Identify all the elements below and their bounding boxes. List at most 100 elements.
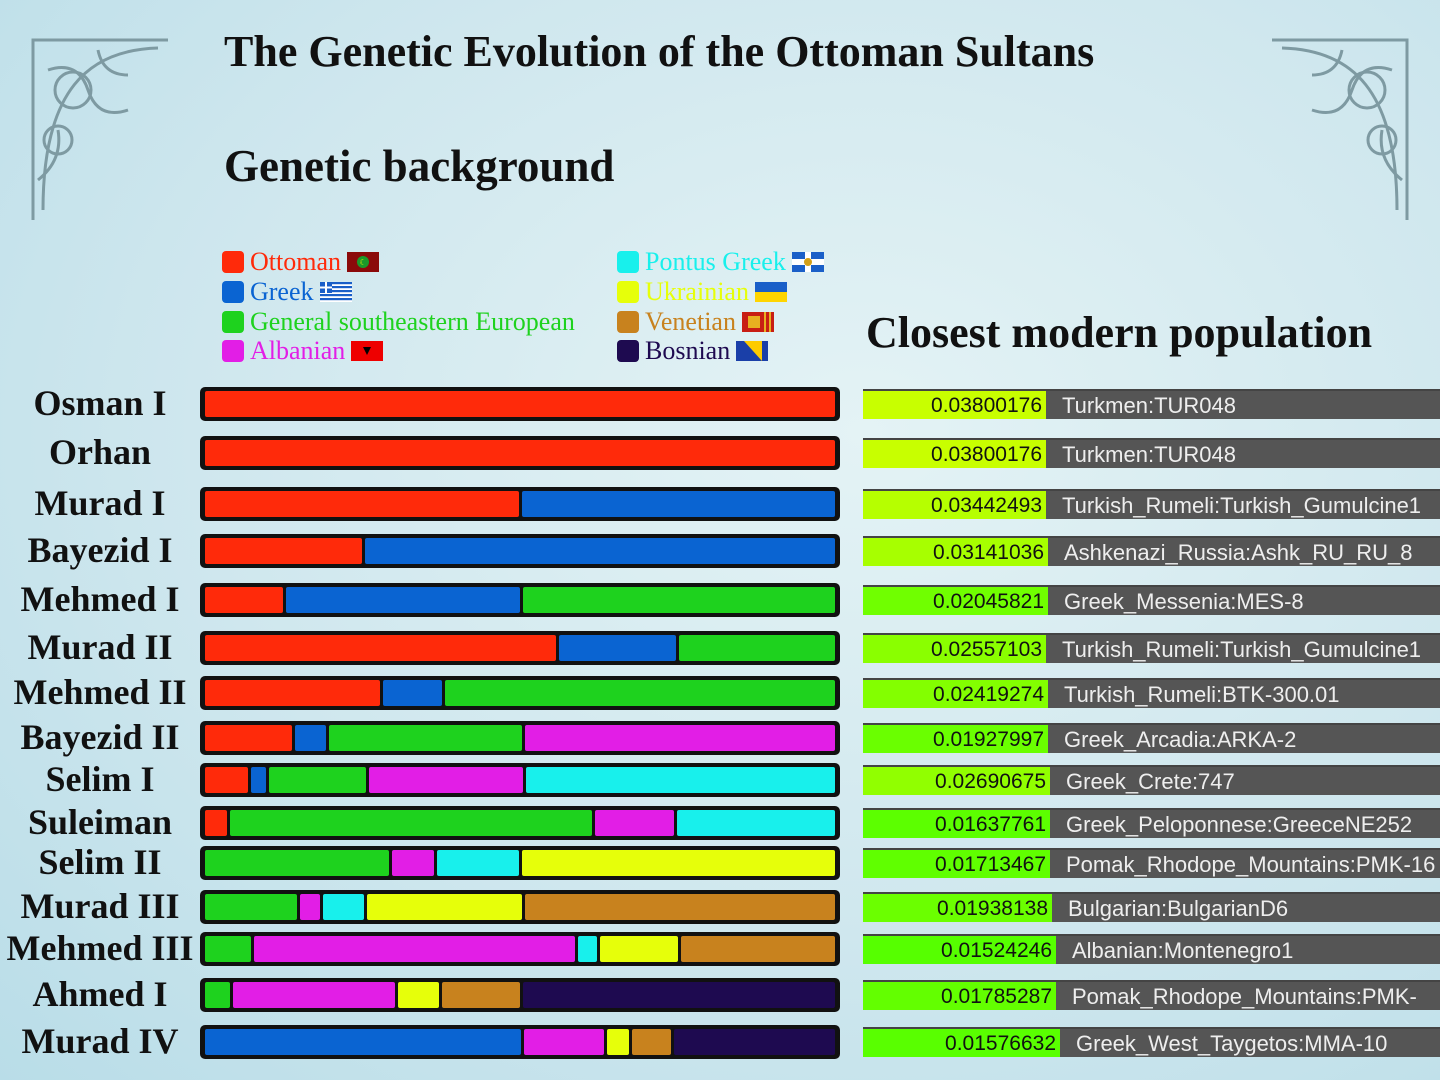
bar-segment-pontus-greek — [677, 810, 835, 836]
legend-item: Pontus Greek — [617, 247, 824, 277]
population-label: Greek_Arcadia:ARKA-2 — [1048, 723, 1440, 753]
distance-value: 0.01576632 — [863, 1027, 1060, 1057]
bar-segment-greek — [205, 1029, 521, 1055]
legend-swatch — [617, 340, 639, 362]
legend-item: Greek — [222, 277, 352, 307]
population-label: Turkmen:TUR048 — [1046, 389, 1440, 419]
chart-title: The Genetic Evolution of the Ottoman Sul… — [224, 27, 1095, 76]
legend-swatch — [617, 311, 639, 333]
bar-segment-pontus-greek — [437, 850, 519, 876]
bar-segment-ottoman — [205, 810, 227, 836]
population-label: Turkish_Rumeli:Turkish_Gumulcine1 — [1046, 633, 1440, 663]
stacked-bar — [200, 932, 840, 966]
bar-segment-greek — [286, 587, 520, 613]
legend-label: Venetian — [645, 307, 736, 336]
bar-segment-ukrainian — [366, 894, 522, 920]
distance-value: 0.01524246 — [863, 934, 1056, 964]
bar-segment-greek — [364, 538, 835, 564]
bar-segment-ottoman — [205, 538, 362, 564]
bar-segment-bosnian — [674, 1029, 835, 1055]
section-title-genetic-background: Genetic background — [224, 141, 615, 191]
population-label: Pomak_Rhodope_Mountains:PMK-16 — [1050, 848, 1440, 878]
category-label: Orhan — [48, 432, 152, 472]
category-label: Ahmed I — [32, 974, 168, 1014]
legend-swatch — [222, 281, 244, 303]
distance-value: 0.01785287 — [863, 980, 1056, 1010]
legend-label: Ottoman — [250, 247, 341, 276]
stacked-bar — [200, 387, 840, 421]
category-label: Murad II — [27, 627, 173, 667]
legend-item: Venetian — [617, 307, 774, 337]
bar-segment-general-southeastern-european — [205, 936, 251, 962]
legend-swatch — [222, 340, 244, 362]
population-label: Bulgarian:BulgarianD6 — [1052, 892, 1440, 922]
legend-swatch — [222, 251, 244, 273]
bosnia-flag-icon — [730, 341, 769, 361]
bar-segment-general-southeastern-european — [205, 850, 390, 876]
bar-segment-albanian — [232, 982, 396, 1008]
population-label: Greek_Peloponnese:GreeceNE252 — [1050, 808, 1440, 838]
category-label: Murad III — [20, 886, 180, 926]
bar-segment-albanian — [253, 936, 576, 962]
bar-segment-venetian — [631, 1029, 671, 1055]
stacked-bar — [200, 846, 840, 880]
bar-segment-ukrainian — [521, 850, 835, 876]
bar-segment-greek — [294, 725, 326, 751]
bar-segment-ottoman — [205, 491, 519, 517]
distance-value: 0.02419274 — [863, 678, 1048, 708]
bar-segment-albanian — [523, 1029, 605, 1055]
population-label: Turkish_Rumeli:BTK-300.01 — [1048, 678, 1440, 708]
bar-segment-ottoman — [205, 587, 283, 613]
stacked-bar — [200, 1025, 840, 1059]
stacked-bar — [200, 631, 840, 665]
legend-swatch — [222, 311, 244, 333]
bar-segment-ottoman — [205, 391, 835, 417]
distance-value: 0.03800176 — [863, 438, 1046, 468]
ornament-corner-left-icon — [31, 38, 168, 220]
legend-swatch — [617, 281, 639, 303]
bar-segment-greek — [559, 635, 676, 661]
legend-label: General southeastern European — [250, 307, 575, 336]
category-label: Mehmed II — [13, 672, 187, 712]
bar-segment-albanian — [595, 810, 675, 836]
category-label: Murad IV — [21, 1021, 179, 1061]
bar-segment-venetian — [524, 894, 835, 920]
legend-item: General southeastern European — [222, 307, 575, 337]
bar-segment-albanian — [524, 725, 835, 751]
stacked-bar — [200, 721, 840, 755]
distance-value: 0.01713467 — [863, 848, 1050, 878]
distance-value: 0.01637761 — [863, 808, 1050, 838]
stacked-bar — [200, 436, 840, 470]
bar-segment-general-southeastern-european — [205, 894, 297, 920]
category-label: Bayezid II — [20, 717, 180, 757]
population-label: Ashkenazi_Russia:Ashk_RU_RU_8 — [1048, 536, 1440, 566]
population-label: Pomak_Rhodope_Mountains:PMK- — [1056, 980, 1440, 1010]
legend-label: Greek — [250, 277, 314, 306]
ornament-corner-right-icon — [1272, 38, 1409, 220]
bar-segment-venetian — [680, 936, 836, 962]
svg-text:☾: ☾ — [359, 258, 366, 267]
ottoman-flag-icon: ☾ — [341, 252, 379, 272]
bar-segment-pontus-greek — [578, 936, 597, 962]
distance-value: 0.02690675 — [863, 765, 1050, 795]
category-label: Mehmed III — [6, 928, 194, 968]
legend-item: Bosnian — [617, 336, 769, 366]
stacked-bar — [200, 534, 840, 568]
bar-segment-pontus-greek — [323, 894, 364, 920]
category-label: Mehmed I — [20, 579, 180, 619]
bar-segment-ottoman — [205, 725, 292, 751]
bar-segment-pontus-greek — [526, 767, 835, 793]
distance-value: 0.03141036 — [863, 536, 1048, 566]
population-label: Turkish_Rumeli:Turkish_Gumulcine1 — [1046, 489, 1440, 519]
distance-value: 0.02045821 — [863, 585, 1048, 615]
venice-flag-icon — [736, 312, 774, 332]
category-label: Suleiman — [27, 802, 173, 842]
distance-value: 0.01927997 — [863, 723, 1048, 753]
albania-flag-icon — [345, 341, 384, 361]
legend-item: Ottoman ☾ — [222, 247, 379, 277]
population-label: Turkmen:TUR048 — [1046, 438, 1440, 468]
bar-segment-general-southeastern-european — [445, 680, 835, 706]
section-title-closest-population: Closest modern population — [866, 308, 1373, 357]
category-label: Murad I — [34, 483, 166, 523]
population-label: Albanian:Montenegro1 — [1056, 934, 1440, 964]
